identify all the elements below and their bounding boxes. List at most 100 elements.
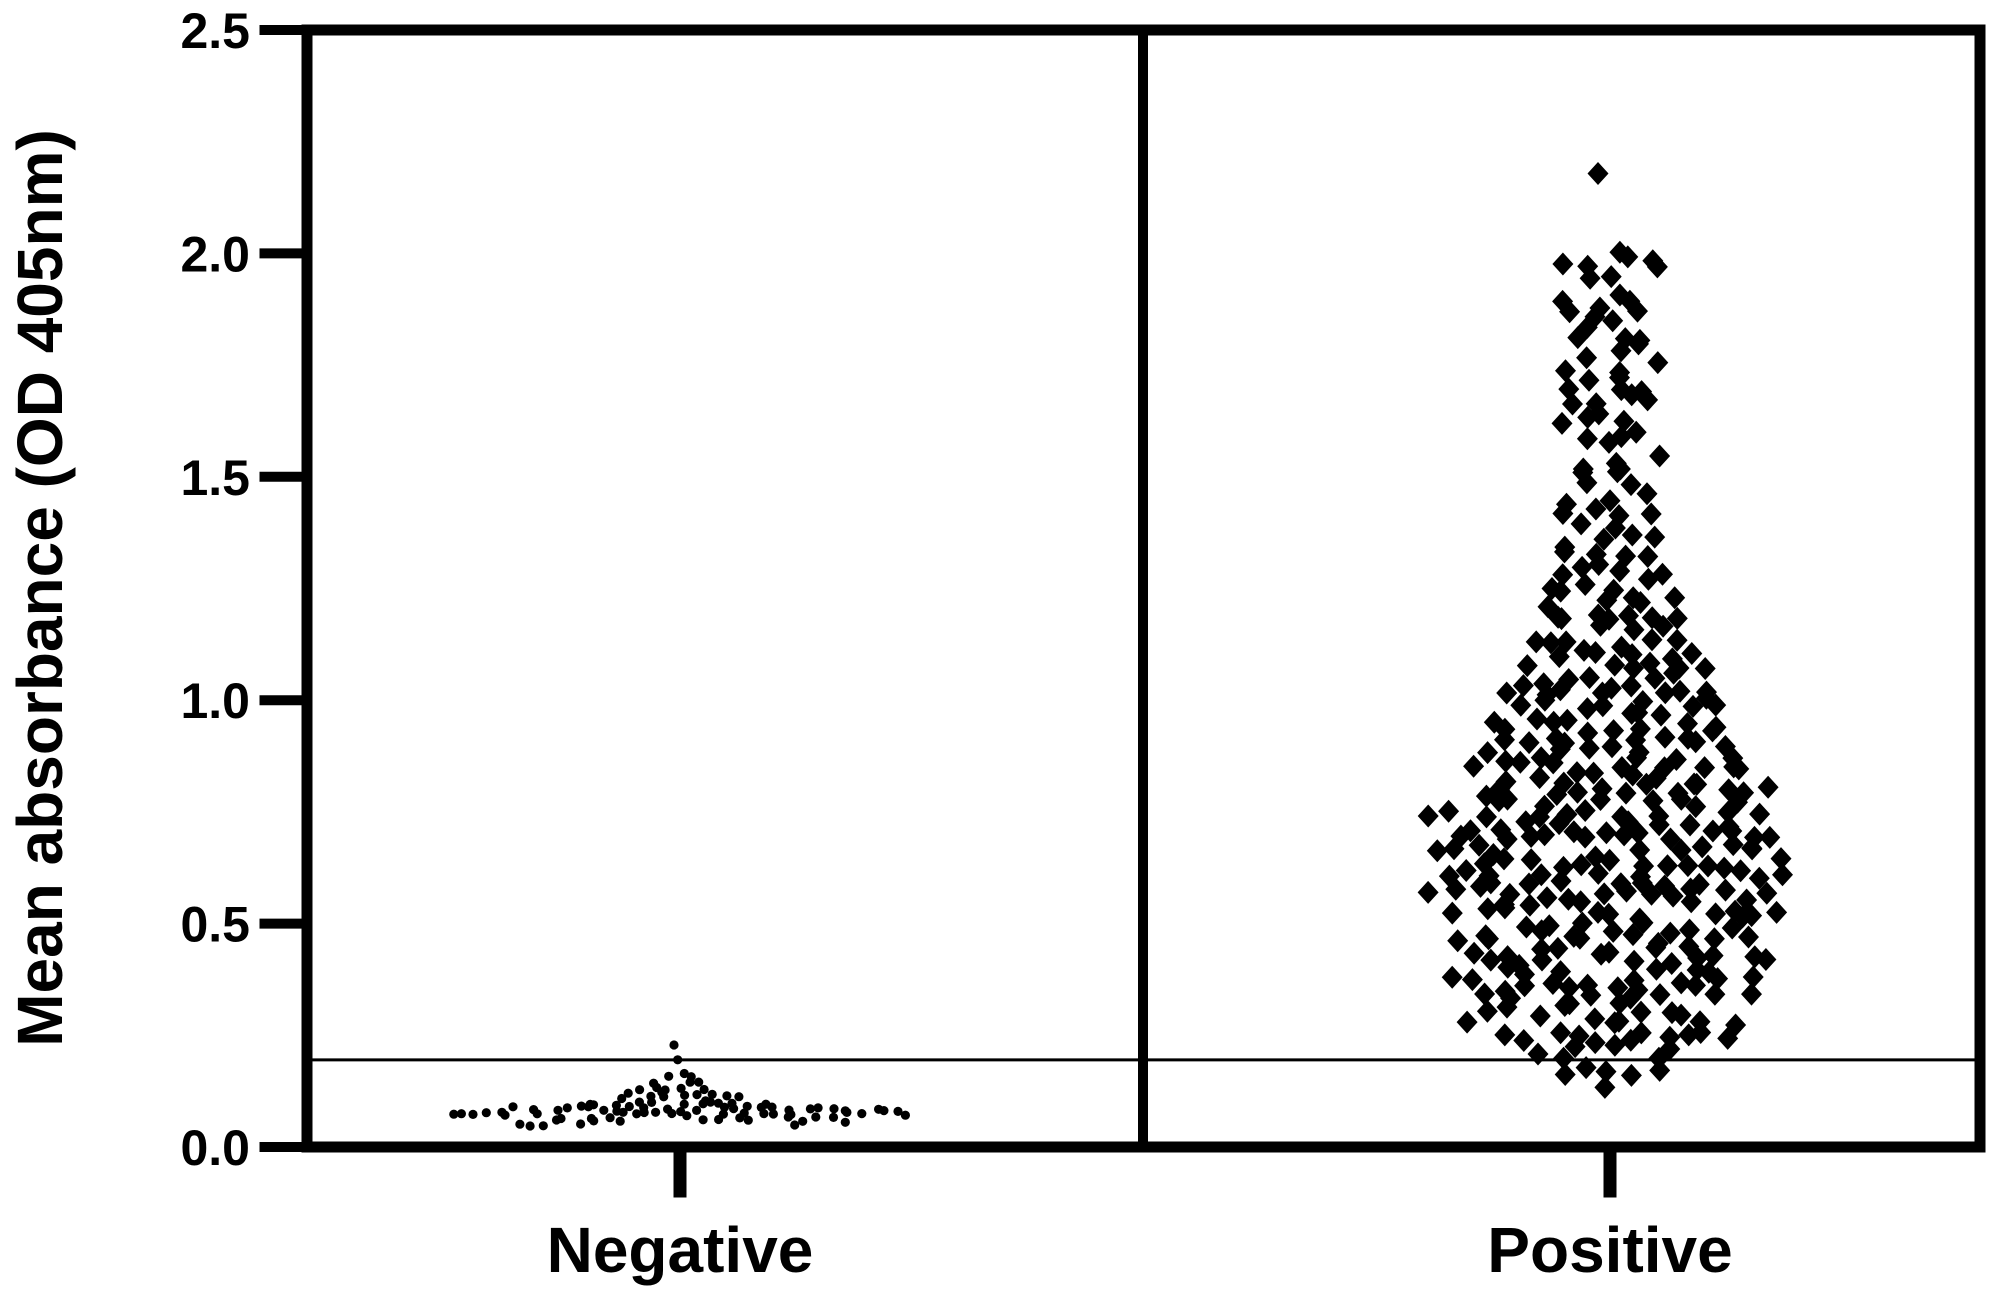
positive-data-point — [1591, 777, 1613, 801]
positive-data-point — [1602, 919, 1624, 943]
positive-data-point — [1497, 955, 1519, 979]
positive-data-point — [1590, 613, 1611, 637]
positive-data-point — [1580, 983, 1602, 1007]
positive-data-point — [1494, 979, 1516, 1003]
positive-data-point — [1637, 388, 1659, 412]
positive-data-point — [1636, 482, 1658, 506]
positive-data-point — [1554, 1063, 1576, 1086]
y-tick-label: 1.0 — [180, 673, 250, 729]
positive-data-point — [1566, 761, 1588, 785]
positive-data-point — [1546, 783, 1568, 806]
positive-data-point — [1613, 823, 1635, 847]
positive-data-point — [1664, 586, 1686, 610]
positive-data-point — [1519, 893, 1541, 917]
positive-data-point — [1659, 1037, 1681, 1061]
x-category-label: Negative — [547, 1214, 814, 1286]
positive-data-point — [1542, 972, 1564, 995]
positive-data-point — [1417, 804, 1439, 828]
positive-data-point — [1562, 392, 1583, 416]
positive-data-point — [1704, 982, 1726, 1006]
negative-data-point — [811, 1112, 821, 1122]
positive-data-point — [1531, 919, 1553, 943]
positive-data-point — [1534, 688, 1556, 712]
positive-data-point — [1548, 812, 1570, 836]
positive-data-point — [1576, 427, 1598, 451]
positive-data-point — [1713, 856, 1735, 880]
positive-data-point — [1602, 309, 1624, 333]
positive-data-point — [1722, 833, 1744, 857]
positive-data-point — [1610, 339, 1632, 363]
positive-data-point — [1592, 694, 1614, 718]
positive-data-point — [1620, 674, 1642, 698]
negative-data-point — [685, 1077, 695, 1087]
positive-data-point — [1588, 553, 1610, 576]
positive-data-point — [1529, 1004, 1551, 1028]
positive-data-point — [1685, 795, 1707, 819]
positive-data-point — [1621, 643, 1643, 667]
positive-data-point — [1705, 693, 1727, 717]
negative-data-point — [705, 1097, 716, 1107]
negative-data-point — [729, 1104, 739, 1114]
positive-data-point — [1477, 741, 1499, 765]
negative-data-point — [623, 1088, 633, 1098]
positive-data-point — [1616, 879, 1637, 903]
positive-data-point — [1596, 588, 1618, 612]
positive-data-point — [1476, 999, 1498, 1023]
positive-data-point — [1620, 986, 1641, 1010]
positive-data-point — [1556, 708, 1578, 732]
positive-data-point — [1530, 746, 1552, 770]
positive-data-point — [1585, 497, 1607, 521]
positive-data-point — [1578, 368, 1600, 392]
positive-data-point — [1662, 884, 1684, 908]
positive-data-point — [1629, 717, 1651, 741]
negative-data-point — [893, 1106, 903, 1116]
negative-data-point — [664, 1071, 674, 1081]
y-tick-label: 0.0 — [180, 1120, 250, 1176]
negative-data-point — [900, 1110, 911, 1120]
positive-data-point — [1670, 971, 1692, 995]
positive-data-point — [1659, 921, 1681, 945]
positive-data-point — [1646, 255, 1668, 279]
negative-data-point — [722, 1091, 732, 1101]
positive-data-point — [1645, 766, 1667, 790]
positive-data-point — [1510, 693, 1532, 717]
positive-data-point — [1628, 332, 1649, 356]
positive-data-point — [1595, 821, 1617, 845]
negative-data-point — [481, 1108, 491, 1118]
positive-data-point — [1583, 761, 1605, 785]
positive-data-point — [1543, 710, 1565, 734]
positive-data-point — [1495, 749, 1517, 773]
positive-data-point — [1604, 653, 1626, 677]
positive-data-point — [1529, 766, 1551, 790]
negative-data-point — [699, 1084, 709, 1095]
positive-data-point — [1649, 983, 1671, 1007]
positive-data-point — [1625, 420, 1647, 444]
positive-data-point — [1599, 489, 1621, 513]
positive-data-point — [1456, 1010, 1478, 1034]
negative-data-point — [639, 1107, 649, 1118]
positive-data-point — [1649, 1058, 1671, 1082]
y-tick-label: 1.5 — [180, 450, 250, 506]
positive-data-point — [1480, 948, 1502, 972]
positive-data-point — [1584, 1007, 1606, 1031]
positive-data-point — [1721, 916, 1743, 940]
positive-data-point — [1702, 719, 1723, 743]
positive-data-point — [1685, 973, 1706, 997]
positive-data-point — [1702, 819, 1724, 843]
positive-data-point — [1697, 854, 1719, 878]
positive-data-point — [1623, 618, 1645, 642]
positive-data-point — [1663, 661, 1685, 685]
positive-data-point — [1514, 974, 1536, 998]
negative-data-point — [576, 1119, 586, 1129]
positive-data-point — [1595, 1060, 1617, 1084]
positive-data-point — [1620, 1028, 1642, 1052]
negative-data-point — [698, 1099, 708, 1109]
positive-data-point — [1570, 853, 1592, 877]
negative-data-point — [635, 1085, 645, 1095]
positive-data-point — [1620, 473, 1642, 497]
positive-data-point — [1447, 929, 1469, 953]
negative-data-point — [735, 1113, 745, 1123]
positive-data-point — [1573, 638, 1595, 662]
